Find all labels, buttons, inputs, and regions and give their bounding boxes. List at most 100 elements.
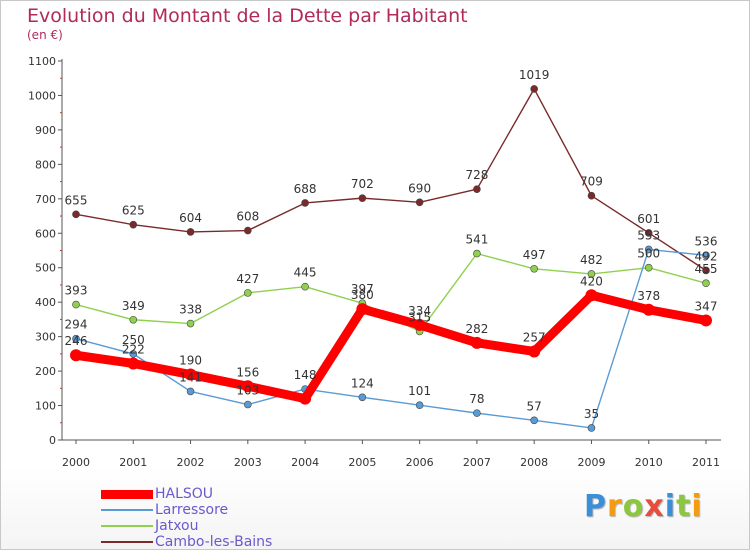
logo-letter: x: [644, 489, 665, 524]
data-point: [530, 416, 538, 425]
legend-swatch: [101, 509, 153, 511]
data-label: 101: [408, 384, 431, 398]
y-tick-label: 400: [35, 296, 56, 309]
x-tick-label: 2011: [692, 456, 720, 469]
y-tick-label: 500: [35, 262, 56, 275]
x-tick-label: 2007: [463, 456, 491, 469]
data-point: [528, 345, 541, 358]
data-point: [702, 251, 710, 260]
data-point: [127, 357, 140, 370]
data-point: [70, 349, 82, 362]
data-label: 103: [236, 384, 259, 398]
data-point: [473, 409, 481, 417]
data-point: [473, 249, 481, 258]
legend-label: HALSOU: [155, 486, 214, 502]
legend-swatch: [101, 525, 153, 527]
data-point: [644, 263, 653, 272]
data-point: [186, 228, 195, 236]
data-point: [700, 314, 712, 327]
data-point: [186, 387, 195, 396]
data-label: 709: [580, 175, 603, 189]
x-tick-label: 2010: [635, 456, 663, 469]
data-label: 380: [351, 288, 374, 302]
data-point: [356, 303, 369, 316]
y-tick-label: 700: [35, 193, 56, 206]
series-line-cambo-les-bains: [75, 88, 707, 272]
data-label: 78: [469, 392, 484, 406]
data-point: [241, 380, 254, 393]
data-label: 500: [637, 247, 660, 261]
legend-swatch: [101, 541, 153, 543]
x-tick-label: 2000: [62, 456, 90, 469]
data-point: [415, 401, 424, 410]
y-tick-label: 1100: [28, 55, 56, 68]
data-label: 492: [695, 249, 718, 263]
data-point: [358, 194, 367, 202]
logo-letter: P: [584, 489, 607, 524]
y-tick-label: 0: [49, 434, 56, 447]
data-point: [702, 266, 710, 275]
data-label: 35: [584, 407, 599, 421]
data-label: 334: [408, 304, 431, 318]
chart-title: Evolution du Montant de la Dette par Hab…: [27, 5, 468, 27]
x-tick-label: 2008: [520, 456, 548, 469]
logo-letter: r: [607, 489, 623, 524]
logo-letter: o: [622, 489, 645, 524]
y-tick-label: 100: [35, 400, 56, 413]
logo-letter: i: [691, 489, 703, 524]
data-point: [244, 400, 252, 409]
data-label: 156: [236, 365, 259, 379]
data-label: 190: [179, 354, 202, 368]
data-label: 57: [527, 399, 542, 413]
data-label: 246: [65, 334, 88, 348]
logo-letter: t: [676, 489, 692, 524]
data-label: 141: [179, 370, 202, 384]
x-tick-label: 2005: [348, 456, 376, 469]
data-point: [129, 315, 138, 324]
data-label: 378: [637, 289, 660, 303]
data-point: [129, 350, 138, 358]
data-label: 445: [294, 266, 317, 280]
data-label: 420: [580, 274, 603, 288]
logo-letter: i: [664, 489, 677, 524]
data-point: [301, 199, 309, 207]
y-tick-label: 300: [35, 331, 56, 344]
data-label: 541: [465, 233, 488, 247]
data-label: 601: [637, 212, 660, 226]
data-label: 393: [65, 284, 88, 298]
data-label: 257: [523, 330, 546, 344]
data-point: [585, 289, 598, 302]
legend-label: Cambo-les-Bains: [155, 534, 273, 550]
y-tick-label: 1000: [28, 89, 56, 102]
x-tick-label: 2002: [177, 456, 205, 469]
data-point: [642, 303, 655, 316]
x-tick-label: 2001: [119, 456, 147, 469]
data-label: 536: [695, 234, 718, 248]
data-point: [587, 424, 596, 432]
x-tick-label: 2004: [291, 456, 319, 469]
y-tick-label: 200: [35, 365, 56, 378]
data-point: [530, 264, 538, 273]
data-label: 148: [294, 368, 317, 382]
data-label: 427: [236, 272, 259, 286]
data-point: [358, 393, 367, 402]
legend-label: Larressore: [155, 502, 229, 518]
data-label: 282: [465, 322, 488, 336]
data-point: [413, 318, 426, 331]
series-line-halsou: [71, 290, 711, 404]
data-label: 455: [695, 262, 718, 276]
y-tick-label: 900: [35, 124, 56, 137]
data-label: 655: [65, 193, 88, 207]
data-point: [301, 282, 309, 291]
y-tick-label: 800: [35, 158, 56, 171]
data-label: 482: [580, 253, 603, 267]
data-point: [244, 226, 252, 235]
data-point: [129, 220, 138, 229]
x-tick-label: 2006: [406, 456, 434, 469]
proxiti-logo: Proxiti: [584, 489, 703, 524]
data-point: [72, 210, 80, 219]
data-label: 553: [637, 228, 660, 242]
data-point: [244, 289, 252, 297]
legend-label: Jatxou: [155, 518, 199, 534]
